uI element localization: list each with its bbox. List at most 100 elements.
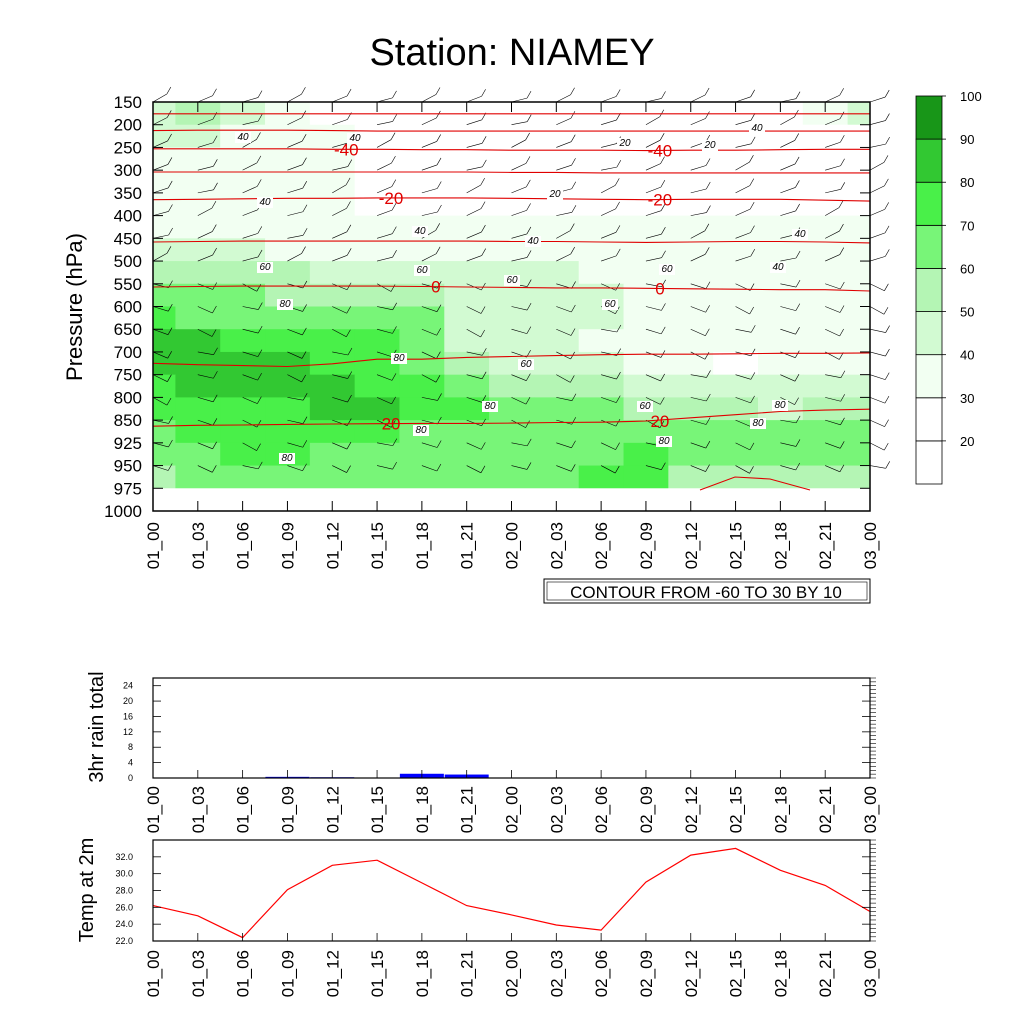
rh-cell — [713, 329, 759, 353]
wind-barb-feather — [840, 135, 845, 143]
wind-barb — [869, 96, 886, 103]
rain-tick-label: 4 — [128, 758, 133, 768]
wind-barb — [152, 187, 169, 194]
rh-contour-label: 40 — [527, 236, 539, 247]
wind-barb-feather — [167, 180, 173, 189]
wind-barb-feather — [391, 156, 396, 164]
wind-barb — [780, 187, 796, 194]
wind-barb-feather — [256, 132, 261, 140]
rh-cell — [444, 124, 490, 148]
wind-barb — [197, 306, 213, 314]
rh-cell — [399, 442, 445, 467]
rh-cell — [802, 397, 849, 421]
wind-barb-feather — [392, 250, 397, 258]
rh-cell — [489, 420, 535, 444]
wind-barb — [242, 374, 258, 381]
wind-barb-feather — [481, 371, 487, 379]
wind-barb — [645, 163, 661, 171]
wind-barb — [780, 374, 796, 382]
temp2m-tick-label: 26.0 — [115, 902, 133, 912]
wind-barb — [601, 374, 617, 380]
rh-cell — [309, 283, 356, 307]
rh-label-bg — [637, 401, 653, 412]
temp2m-series-line — [152, 847, 871, 939]
temp2m-x-tick-label: 02_21 — [816, 950, 835, 997]
temp2m-x-tick-label: 02_06 — [592, 950, 611, 997]
wind-barb-feather — [705, 417, 711, 425]
wind-barb — [511, 465, 528, 470]
colorbar-label: 30 — [960, 391, 974, 406]
wind-barb-feather — [257, 113, 263, 122]
wind-barb — [332, 374, 348, 379]
rh-cell — [309, 147, 356, 171]
wind-barb-feather — [571, 304, 576, 313]
rh-cell — [399, 170, 445, 194]
wind-barb-feather — [659, 133, 665, 141]
temperature-contour-label: 0 — [655, 279, 664, 298]
time-tick-label: 01_00 — [144, 522, 163, 569]
wind-barb-feather — [616, 324, 622, 333]
wind-barb — [601, 255, 617, 262]
rain-x-tick-label: 01_18 — [413, 786, 432, 833]
wind-barb — [780, 210, 796, 216]
wind-barb-feather — [302, 393, 308, 401]
rh-cell — [533, 442, 580, 467]
wind-barb-feather — [481, 136, 487, 144]
wind-barb-feather — [705, 305, 710, 313]
wind-barb-feather — [212, 465, 217, 473]
pressure-tick-label: 1000 — [104, 502, 142, 521]
pressure-tick-label: 400 — [114, 207, 142, 226]
wind-barb-feather — [571, 205, 577, 213]
wind-barb — [377, 121, 393, 126]
temp2m-panel: 32.0 30.0 28.0 26.0 24.0 22.0 01_00 01_03 01_06… — [76, 838, 880, 998]
rh-contour-label: 40 — [237, 132, 249, 143]
temp2m-x-tick-label: 02_18 — [771, 950, 790, 997]
wind-barb — [287, 419, 304, 425]
wind-barb-feather — [795, 415, 801, 424]
wind-barb — [869, 374, 886, 380]
pressure-tick-label: 250 — [114, 138, 142, 157]
wind-barb — [332, 328, 347, 337]
wind-barb — [287, 140, 303, 148]
colorbar-box — [915, 268, 943, 312]
rh-label-bg — [412, 226, 428, 237]
temperature-contour-label: -40 — [334, 140, 359, 159]
rain-axis-label: 3hr rain total — [86, 671, 108, 782]
wind-barb-feather — [302, 327, 307, 336]
wind-barb-feather — [750, 113, 756, 121]
rh-contour-label: 60 — [661, 264, 673, 275]
wind-barb-feather — [839, 247, 845, 255]
time-tick-label: 02_06 — [592, 522, 611, 569]
wind-barb — [556, 253, 571, 262]
rh-cell — [399, 283, 445, 307]
rain-x-tick-label: 02_15 — [727, 786, 746, 833]
rh-cell — [578, 238, 625, 262]
rh-label-bg — [750, 418, 766, 429]
rh-cell — [175, 465, 221, 489]
rh-cell — [309, 397, 356, 421]
wind-barb — [421, 351, 437, 359]
rain-tick-label: 8 — [128, 742, 133, 752]
wind-barb-feather — [661, 227, 666, 235]
temperature-contour — [152, 352, 871, 368]
rh-cell — [489, 306, 535, 330]
wind-barb-feather — [705, 111, 710, 119]
rh-cell — [713, 192, 759, 217]
wind-barb-feather — [301, 351, 307, 359]
wind-barb — [556, 211, 573, 216]
wind-barb — [645, 283, 662, 288]
rh-cell — [578, 124, 625, 148]
wind-barb-feather — [840, 182, 846, 190]
wind-barb-feather — [705, 464, 710, 472]
wind-barb — [242, 256, 259, 262]
rh-cell — [802, 147, 849, 171]
colorbar: 20 30 40 50 60 70 80 90 100 — [915, 89, 982, 485]
rh-contour-label: 60 — [520, 359, 532, 370]
wind-barb — [511, 397, 527, 405]
temp2m-x-tick-label: 02_09 — [637, 950, 656, 997]
wind-barb — [556, 141, 572, 148]
wind-barb — [152, 419, 169, 424]
rh-cell — [802, 170, 849, 194]
time-tick-label: 02_15 — [727, 522, 746, 569]
rh-contour-label: 20 — [548, 189, 561, 200]
